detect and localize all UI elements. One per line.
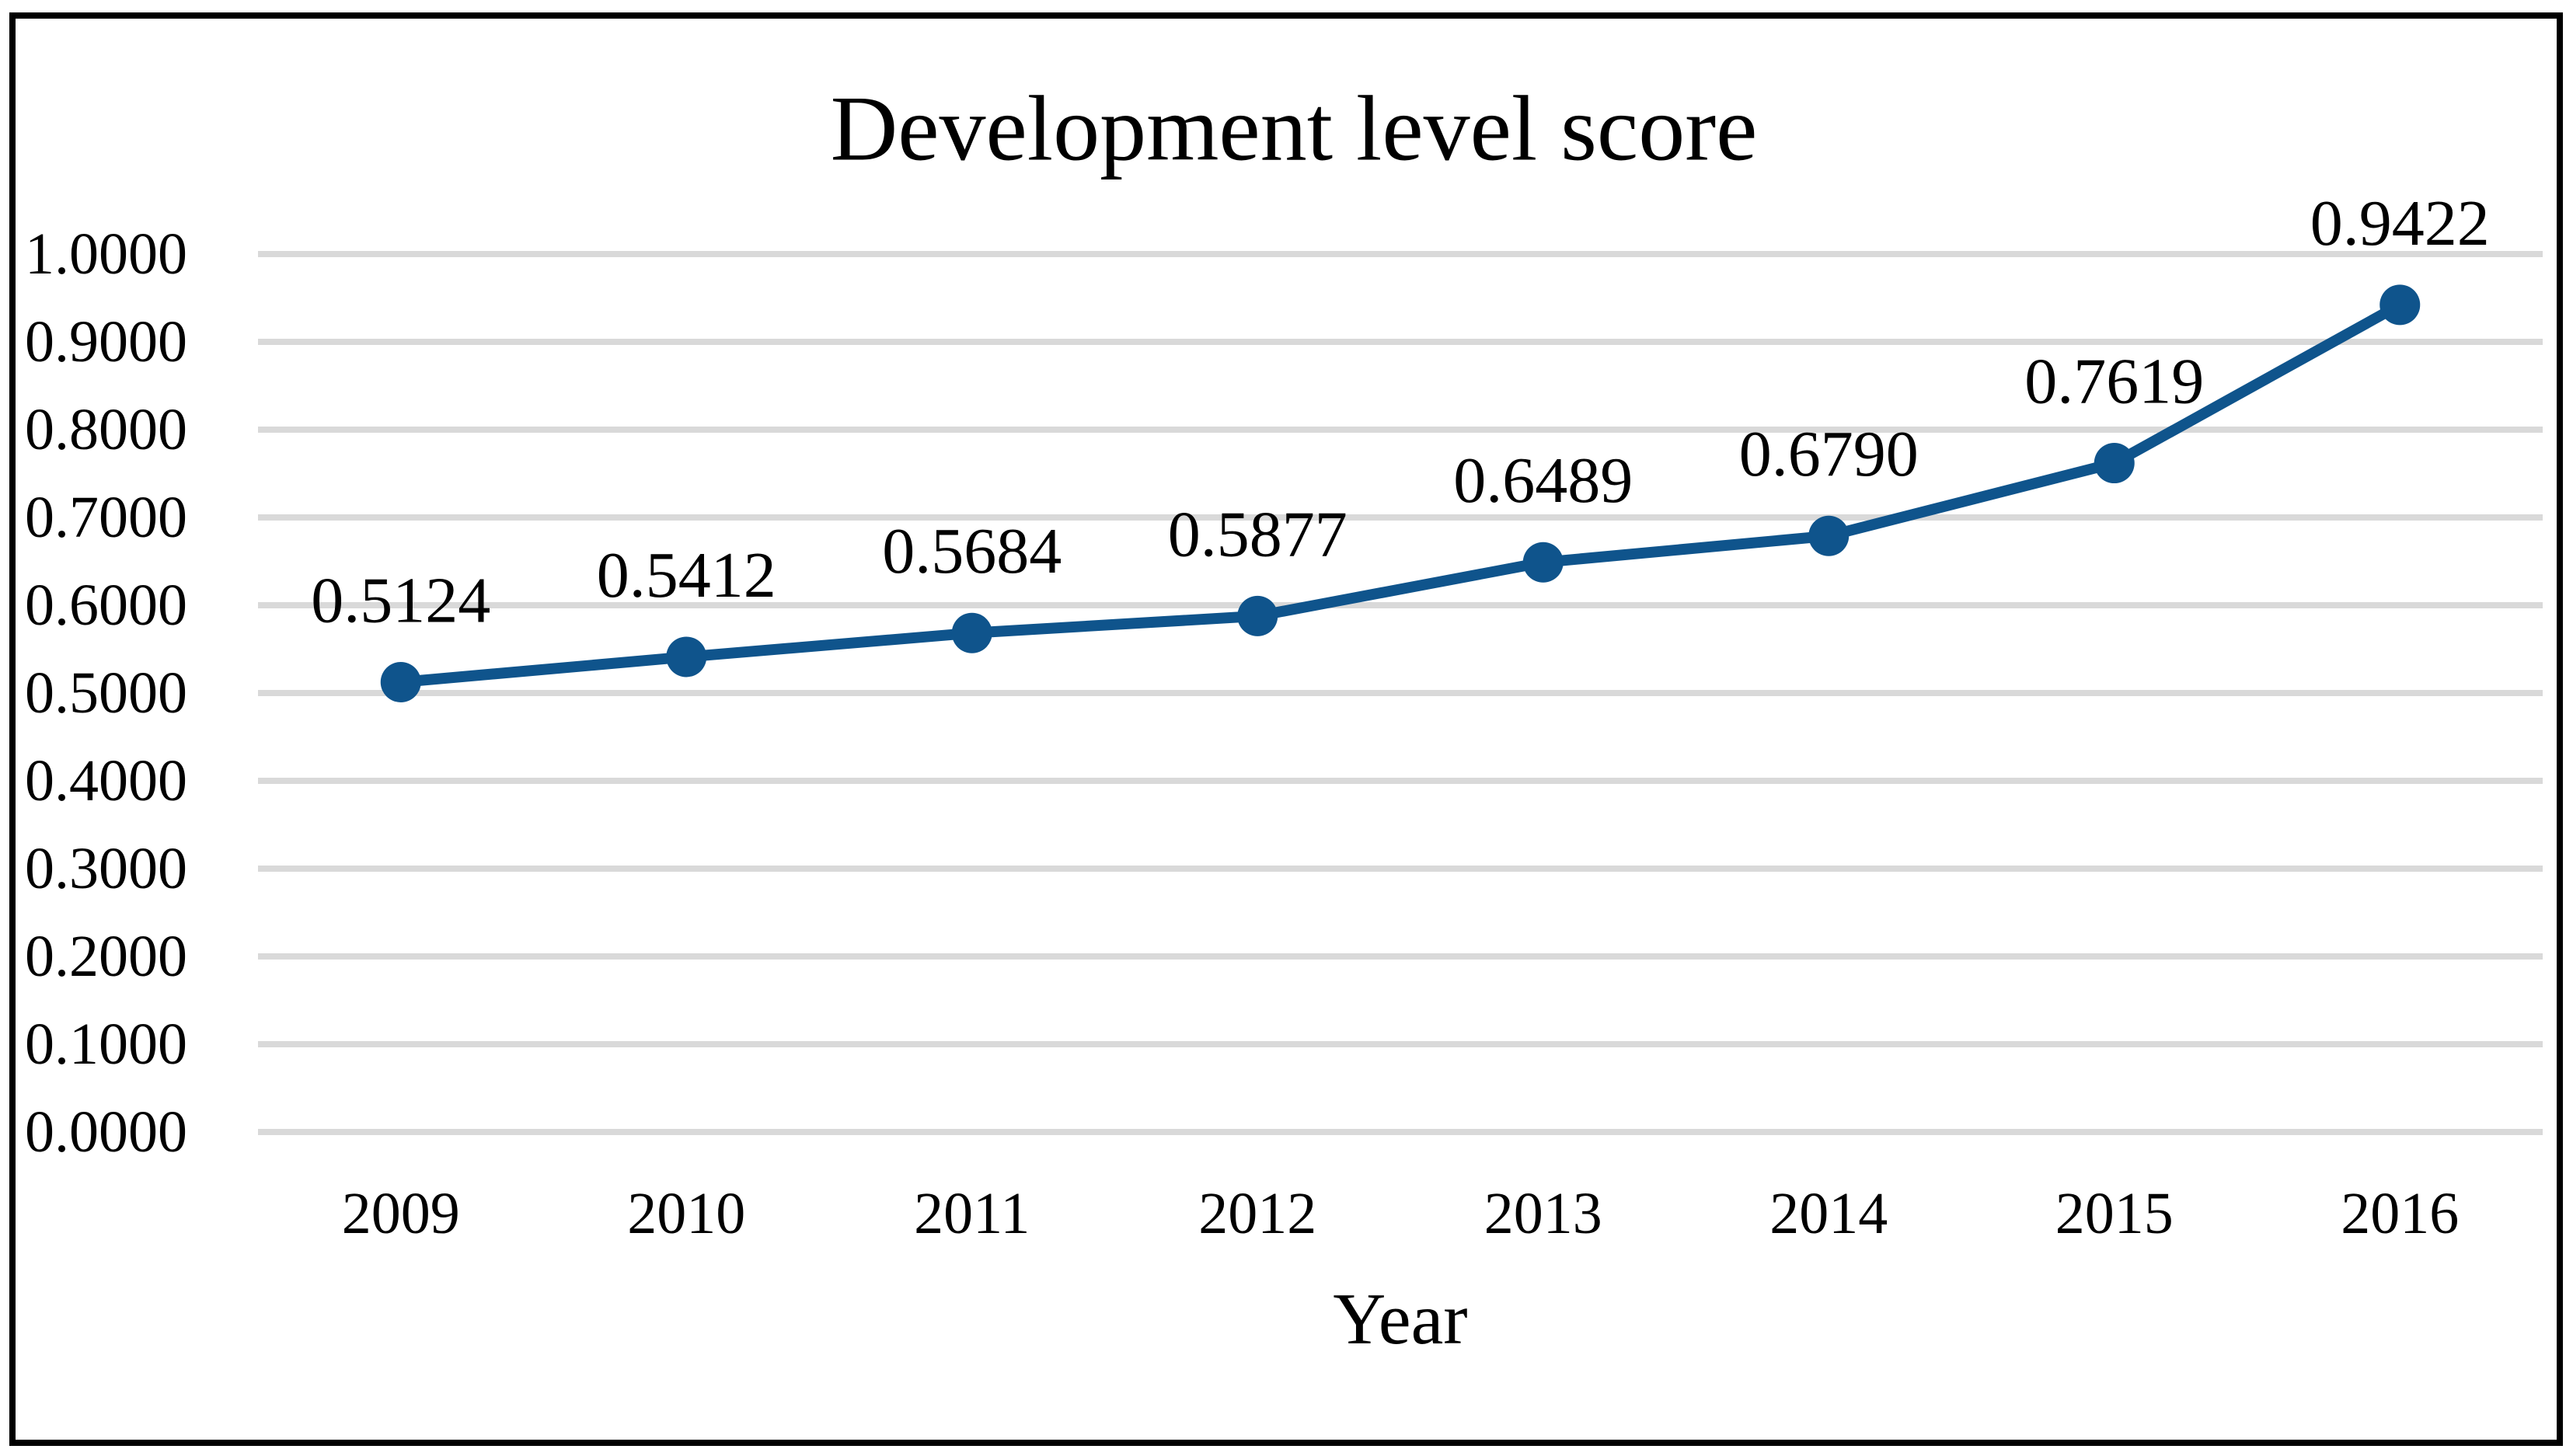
gridlines-group bbox=[258, 251, 2543, 1135]
y-tick-label: 0.5000 bbox=[25, 660, 187, 726]
data-point-marker bbox=[666, 636, 707, 677]
x-axis-tick-labels: 2009 2010 2011 2012 2013 2014 2015 2016 bbox=[342, 1181, 2460, 1246]
series-line bbox=[395, 299, 2406, 688]
data-label: 0.5412 bbox=[597, 539, 776, 611]
chart-title: Development level score bbox=[831, 77, 1758, 180]
y-tick-label: 0.0000 bbox=[25, 1099, 187, 1165]
data-point-marker bbox=[1237, 595, 1278, 636]
data-labels-group: 0.5124 0.5412 0.5684 0.5877 0.6489 0.6790 0.76… bbox=[311, 187, 2490, 637]
y-tick-label: 0.2000 bbox=[25, 924, 187, 989]
data-label: 0.9422 bbox=[2310, 187, 2490, 260]
data-label: 0.5684 bbox=[882, 515, 1062, 587]
y-tick-label: 0.6000 bbox=[25, 573, 187, 638]
x-axis-title: Year bbox=[1333, 1279, 1467, 1360]
data-point-marker bbox=[1808, 515, 1850, 556]
data-point-marker bbox=[380, 661, 421, 702]
data-label: 0.5124 bbox=[311, 564, 490, 636]
y-tick-label: 0.7000 bbox=[25, 485, 187, 550]
data-point-marker bbox=[951, 612, 992, 653]
y-tick-label: 1.0000 bbox=[25, 221, 187, 287]
x-tick-label: 2011 bbox=[914, 1181, 1030, 1246]
x-tick-label: 2010 bbox=[627, 1181, 745, 1246]
y-axis-tick-labels: 0.0000 0.1000 0.2000 0.3000 0.4000 0.5000 0.60… bbox=[25, 221, 187, 1165]
x-tick-label: 2016 bbox=[2341, 1181, 2459, 1246]
x-tick-label: 2014 bbox=[1769, 1181, 1888, 1246]
y-tick-label: 0.3000 bbox=[25, 836, 187, 901]
x-tick-label: 2009 bbox=[342, 1181, 460, 1246]
series-group bbox=[380, 284, 2421, 702]
x-tick-label: 2012 bbox=[1198, 1181, 1316, 1246]
data-label: 0.7619 bbox=[2024, 346, 2204, 418]
x-tick-label: 2013 bbox=[1484, 1181, 1602, 1246]
y-tick-label: 0.4000 bbox=[25, 748, 187, 813]
data-point-marker bbox=[2380, 284, 2421, 326]
y-tick-label: 0.8000 bbox=[25, 397, 187, 462]
data-point-marker bbox=[1522, 542, 1564, 583]
data-label: 0.6790 bbox=[1739, 418, 1919, 490]
data-point-marker bbox=[2094, 443, 2135, 484]
data-label: 0.5877 bbox=[1168, 498, 1348, 570]
y-tick-label: 0.9000 bbox=[25, 309, 187, 374]
data-label: 0.6489 bbox=[1453, 444, 1633, 517]
y-tick-label: 0.1000 bbox=[25, 1012, 187, 1077]
x-tick-label: 2015 bbox=[2055, 1181, 2174, 1246]
